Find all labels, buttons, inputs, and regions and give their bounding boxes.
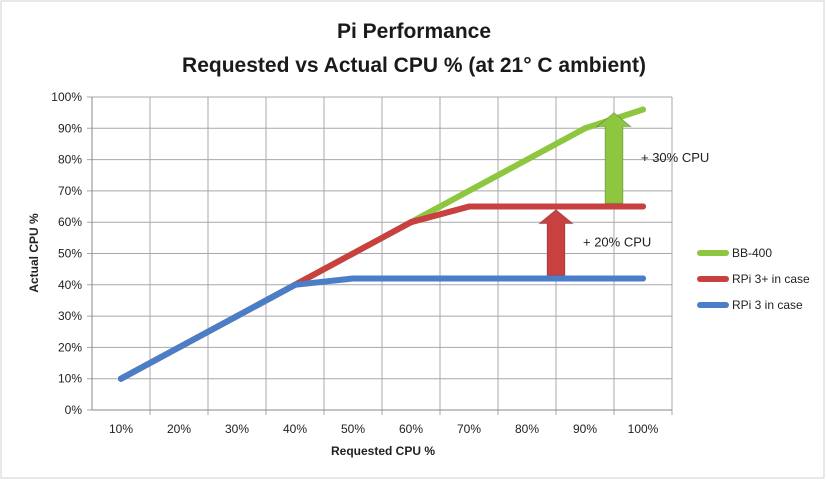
data-point-bb-400 <box>524 156 530 163</box>
y-tick-label: 30% <box>58 309 82 323</box>
data-point-rpi-3-in-case <box>292 281 298 288</box>
y-tick-label: 70% <box>58 184 82 198</box>
y-tick-label: 20% <box>58 340 82 354</box>
x-tick-label: 20% <box>167 422 191 436</box>
data-point-rpi-3-in-case <box>640 275 646 282</box>
annotation-arrow <box>537 209 575 276</box>
data-point-rpi-3-in-case <box>466 275 472 282</box>
data-point-rpi-3-in-case <box>582 275 588 282</box>
data-point-rpi-3-in-case <box>408 219 414 226</box>
x-tick-label: 60% <box>399 422 423 436</box>
data-point-rpi-3-in-case <box>350 275 356 282</box>
plot-area: 0% 10% 20% 30% 40% 50% 60% 70% 80% 90% 100% 10% 20% 3… <box>51 90 709 436</box>
data-point-bb-400 <box>466 187 472 194</box>
legend-label: RPi 3+ in case <box>732 272 810 286</box>
data-point-rpi-3-in-case <box>118 375 124 382</box>
data-point-bb-400 <box>640 106 646 113</box>
y-tick-label: 90% <box>58 121 82 135</box>
x-tick-label: 40% <box>283 422 307 436</box>
annotation-label: + 30% CPU <box>641 150 709 165</box>
annotation-label: + 20% CPU <box>583 235 651 250</box>
y-tick-label: 60% <box>58 215 82 229</box>
y-tick-label: 0% <box>65 403 83 417</box>
y-tick-label: 80% <box>58 153 82 167</box>
legend: BB-400 RPi 3+ in case RPi 3 in case <box>697 246 810 312</box>
data-point-rpi-3-in-case <box>640 203 646 210</box>
y-tick-label: 40% <box>58 278 82 292</box>
data-point-rpi-3-in-case <box>524 275 530 282</box>
x-tick-label: 80% <box>515 422 539 436</box>
chart-title: Pi Performance <box>337 20 491 43</box>
series-line-rpi-3-in-case <box>118 275 646 382</box>
annotation-arrow <box>595 112 633 204</box>
data-point-bb-400 <box>582 125 588 132</box>
y-tick-label: 100% <box>51 90 82 104</box>
x-tick-label: 90% <box>573 422 597 436</box>
legend-label: BB-400 <box>732 246 772 260</box>
x-tick-label: 30% <box>225 422 249 436</box>
data-point-rpi-3-in-case <box>466 203 472 210</box>
data-point-rpi-3-in-case <box>408 275 414 282</box>
x-tick-label: 100% <box>628 422 659 436</box>
y-tick-label: 10% <box>58 372 82 386</box>
data-point-rpi-3-in-case <box>176 344 182 351</box>
legend-label: RPi 3 in case <box>732 298 803 312</box>
data-point-rpi-3-in-case <box>350 250 356 257</box>
y-axis-title: Actual CPU % <box>27 213 41 293</box>
x-tick-label: 50% <box>341 422 365 436</box>
y-tick-label: 50% <box>58 247 82 261</box>
chart-subtitle: Requested vs Actual CPU % (at 21° C ambi… <box>182 54 646 77</box>
data-point-rpi-3-in-case <box>234 313 240 320</box>
x-tick-label: 10% <box>109 422 133 436</box>
data-point-rpi-3-in-case <box>524 203 530 210</box>
x-tick-label: 70% <box>457 422 481 436</box>
x-axis-title: Requested CPU % <box>331 444 435 458</box>
data-point-rpi-3-in-case <box>582 203 588 210</box>
